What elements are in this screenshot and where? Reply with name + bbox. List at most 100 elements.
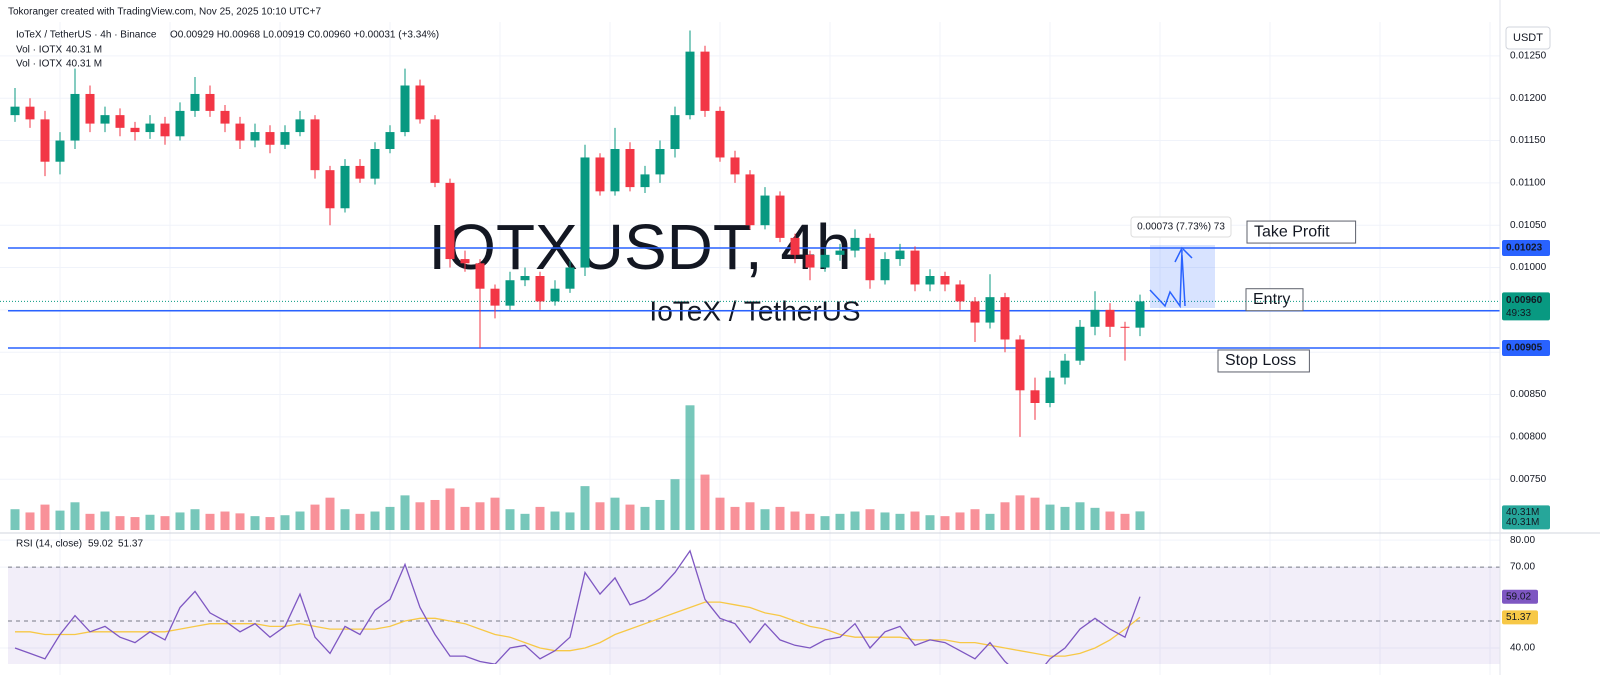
candle-body [355,165,365,179]
volume-bar [490,497,500,530]
candle-body [40,119,50,162]
candle-body [610,149,620,192]
level-tag [1502,339,1550,356]
candle-body [280,132,290,145]
volume-bar [790,511,800,530]
rsi-tag-label: 59.02 [1506,591,1531,602]
candle-body [535,276,545,302]
volume-bar [670,479,680,530]
volume-bar [355,513,365,530]
volume-legend-value: 40.31 M [66,45,102,56]
header: Tokoranger created with TradingView.com,… [8,7,321,18]
volume-bar [700,474,710,530]
candle-body [265,132,275,145]
volume-bar [10,509,20,530]
candle-body [595,157,605,192]
candle-body [580,157,590,268]
volume-bar [190,509,200,530]
volume-bar [40,504,50,530]
volume-bar [805,513,815,530]
candle-body [955,284,965,302]
volume-bar [235,513,245,530]
candle-body [220,110,230,124]
rsi-line [14,549,1141,664]
volume-bar [115,516,125,530]
candle-body [25,106,35,120]
volume-bar [175,512,185,530]
level-text: Entry [1253,291,1290,308]
candle-body [130,127,140,133]
symbol-title: IoTeX / TetherUS · 4h · Binance [16,30,157,41]
candle-body [205,93,215,111]
level-text: Stop Loss [1225,352,1296,369]
volume-bar [1120,513,1130,530]
candle-body [70,93,80,141]
y-tick-label: 0.01100 [1510,178,1546,189]
volume-bar [430,499,440,530]
candle-body [910,250,920,285]
candle-body [715,110,725,158]
candle-body [10,106,20,116]
volume-bar [55,510,65,530]
candle-body [385,132,395,149]
volume-bar [580,486,590,530]
candle-body [1030,390,1040,403]
y-tick-label: 0.00800 [1510,432,1547,443]
volume-bar [400,495,410,530]
volume-bar [250,516,260,530]
volume-bar [460,506,470,530]
volume-legend-value: 40.31 M [66,59,102,70]
volume-bar [415,502,425,530]
volume-bar [220,511,230,530]
level-box [1246,220,1357,244]
rsi-band [8,567,1500,664]
volume-bar [85,513,95,530]
volume-bar [1015,495,1025,530]
volume-bar [910,511,920,530]
candle-body [325,170,335,209]
measure-label: 0.00073 (7.73%) 73 [1137,222,1225,233]
volume-bar [385,506,395,530]
rsi-line [15,601,1141,657]
volume-bar [1105,511,1115,530]
candle-body [505,280,515,306]
candle-body [625,149,635,188]
ohlc-label: O0.00929 H0.00968 L0.00919 C0.00960 +0.0… [170,30,439,41]
candle-body [415,85,425,120]
volume-bar [760,509,770,530]
rsi-tag [1502,610,1538,625]
candle-body [790,237,800,255]
candle-body [1060,360,1070,378]
candle-body [640,174,650,188]
volume-bar [130,517,140,530]
volume-bar [955,512,965,530]
candle-body [895,250,905,260]
candle-body [1135,301,1145,328]
currency: USDT [1513,32,1543,44]
volume-bar [685,405,695,530]
volume-bar [340,509,350,530]
rsi-plot [8,549,1500,664]
candle-body [565,267,575,289]
last-price-tag [1502,292,1550,321]
candle-body [295,119,305,133]
candle-body [1045,377,1055,403]
candle-body [1000,297,1010,340]
volume-bar [940,516,950,530]
volume-bar [925,515,935,530]
candle-body [940,276,950,285]
candle-body [400,85,410,133]
volume-bar [280,515,290,530]
volume-bar [1090,507,1100,530]
candle-body [1075,326,1085,361]
candle-body [760,195,770,226]
volume-bar [1060,506,1070,530]
volume-bar [295,511,305,530]
volume-bar [880,512,890,530]
volume-bar [730,506,740,530]
candle-body [190,93,200,111]
volume-bar [820,516,830,530]
watermark: IOTXUSDT, 4h [428,211,851,283]
volume-bar [475,502,485,530]
